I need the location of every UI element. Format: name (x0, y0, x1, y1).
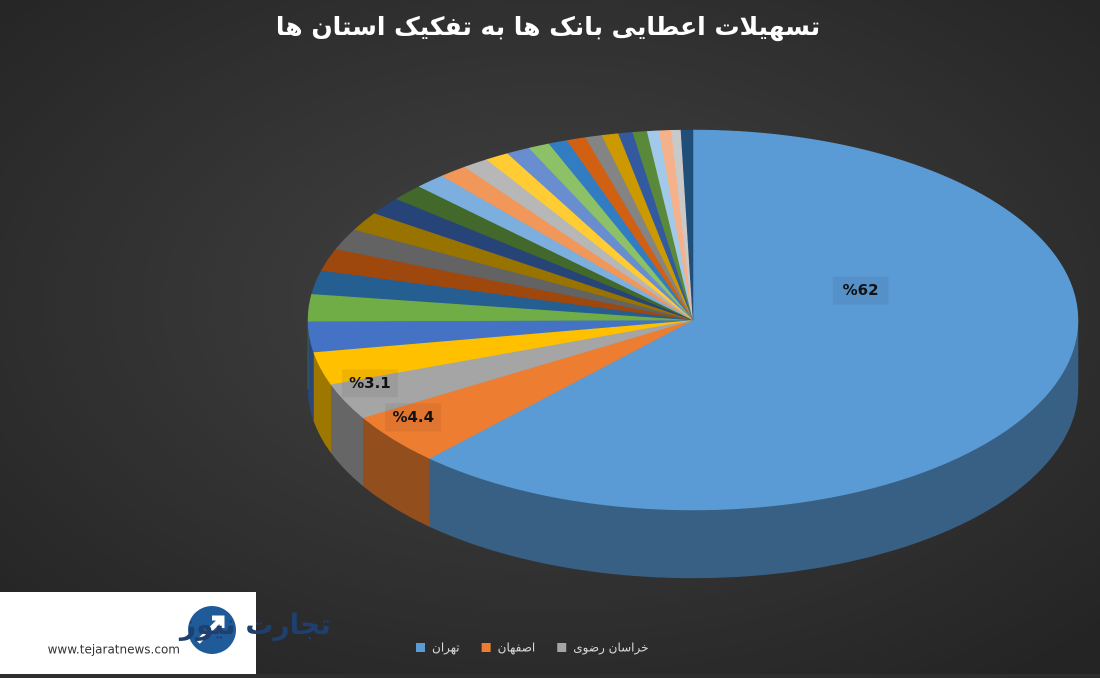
data-label: %3.1 (349, 374, 391, 392)
legend: تهران اصفهان خراسان رضوی (416, 641, 649, 656)
legend-swatch (416, 643, 425, 652)
chart-title: تسهیلات اعطایی بانک ها به تفکیک استان ها (276, 12, 820, 42)
pie-tops (308, 130, 1078, 510)
logo-name: تجارت نیوز (178, 608, 331, 641)
legend-label: تهران (432, 641, 460, 656)
legend-swatch (482, 643, 491, 652)
logo-url: www.tejaratnews.com (48, 643, 180, 657)
legend-label: اصفهان (498, 641, 536, 655)
legend-label: خراسان رضوی (573, 641, 648, 656)
legend-swatch (557, 643, 566, 652)
pie: %62 %4.4%3.1 (308, 130, 1078, 578)
data-label: %62 (843, 281, 879, 299)
data-label: %4.4 (392, 408, 434, 426)
